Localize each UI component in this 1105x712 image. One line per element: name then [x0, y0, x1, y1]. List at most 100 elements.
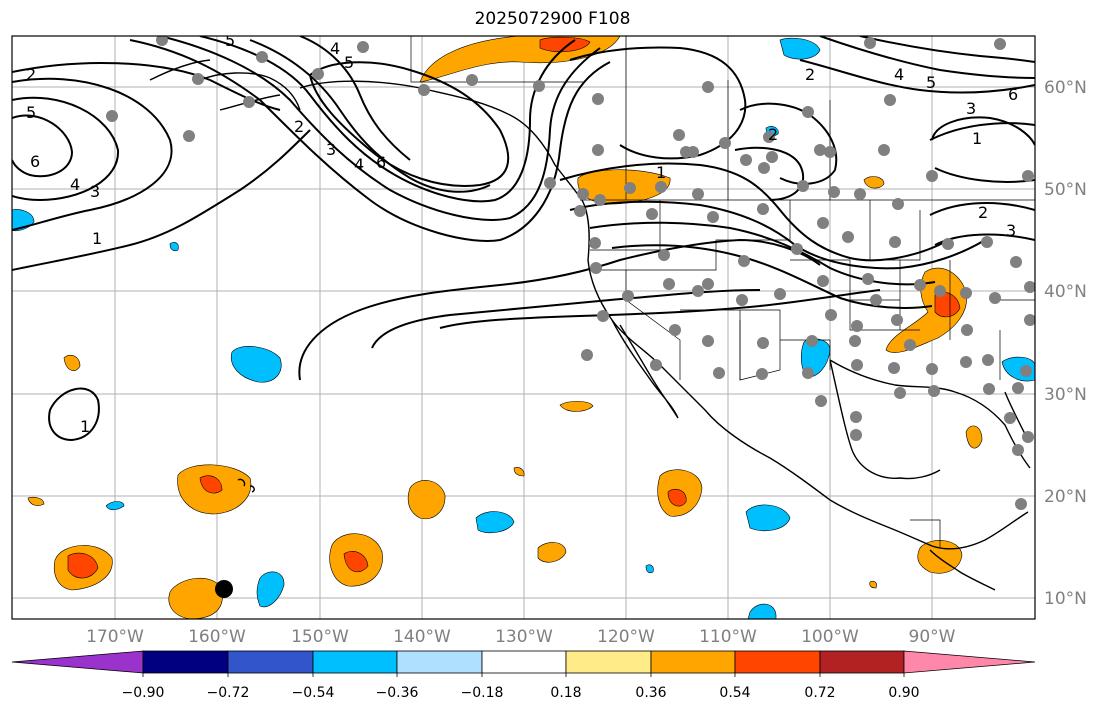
- contour-label: 3: [966, 99, 976, 118]
- contour-5: [299, 36, 411, 161]
- colorbar-seg: [819, 650, 905, 674]
- shade-blue-6: [779, 37, 821, 60]
- contour-north-2: [819, 36, 1035, 79]
- contour-trough-1: [308, 61, 510, 187]
- contour-4: [249, 39, 491, 193]
- colorbar-label: 0.90: [888, 685, 919, 701]
- contour-east-4: [611, 244, 933, 309]
- contour-ne-3: [929, 202, 1035, 216]
- contour-label: 1: [80, 417, 90, 436]
- contour-label: 1: [92, 229, 102, 248]
- contour-label: 4: [894, 65, 904, 84]
- colorbar-seg: [903, 650, 1036, 674]
- shade-red-c3: [667, 489, 687, 507]
- lon-label: 110°W: [699, 627, 757, 647]
- contour-1-pacific-loop: [48, 387, 100, 442]
- contour-labels: 2 5 6 4 3 1 5 4 5 2 3 4 6 1 2 2 4 5 3 6: [26, 31, 1018, 436]
- colorbar-labels: −0.90 −0.72 −0.54 −0.36 −0.18 0.18 0.36 …: [122, 685, 920, 701]
- shade-red-sw1: [67, 552, 99, 579]
- contour-ridge-2: [159, 36, 601, 221]
- lat-label: 20°N: [1044, 487, 1087, 507]
- map-frame: [11, 35, 1036, 620]
- contour-label: 5: [26, 103, 36, 122]
- coast-gulf: [829, 359, 1031, 480]
- colorbar-label: 0.54: [719, 685, 750, 701]
- contour-east-1: [559, 162, 946, 262]
- colorbar-seg: [650, 650, 736, 674]
- shade-blue-2: [475, 511, 515, 534]
- lon-label: 170°W: [86, 627, 144, 647]
- colorbar-label: 0.18: [550, 685, 581, 701]
- shade-blue-13: [645, 564, 654, 574]
- contour-label: 6: [30, 152, 40, 171]
- contour-label: 3: [326, 140, 336, 159]
- contour-1-ne: [931, 116, 1035, 146]
- lon-label: 100°W: [801, 627, 859, 647]
- colorbar-label: −0.72: [207, 685, 250, 701]
- contour-label: 4: [330, 39, 340, 58]
- political-boundaries: [410, 36, 1035, 548]
- contour-label: 2: [294, 117, 304, 136]
- lon-label: 90°W: [909, 627, 956, 647]
- lat-label: 10°N: [1044, 589, 1087, 609]
- colorbar-ticks: [142, 673, 905, 677]
- shade-orange-sw2: [168, 577, 223, 619]
- colorbar-seg: [11, 650, 144, 674]
- contour-label: 4: [354, 155, 364, 174]
- shade-orange-mn: [863, 176, 885, 189]
- coast-north-america-west: [299, 80, 1029, 550]
- contour-label: 5: [926, 73, 936, 92]
- contour-ne-1: [929, 122, 1035, 141]
- contour-canada-1: [569, 46, 747, 160]
- colorbar: [11, 650, 1036, 674]
- lon-label: 160°W: [188, 627, 246, 647]
- location-marker: [215, 580, 233, 598]
- contour-north-1: [799, 59, 1035, 94]
- lat-label: 40°N: [1044, 282, 1087, 302]
- lon-label: 140°W: [393, 627, 451, 647]
- contour-label: 1: [972, 129, 982, 148]
- shade-blue-11: [105, 501, 125, 511]
- colorbar-seg: [734, 650, 821, 674]
- colorbar-label: 0.72: [804, 685, 835, 701]
- shade-orange-c4: [537, 542, 567, 563]
- shade-red-alaska: [539, 36, 591, 53]
- shade-orange-c2: [407, 480, 446, 520]
- shade-blue-10: [169, 241, 179, 252]
- shade-blue-7: [747, 603, 777, 619]
- colorbar-seg: [396, 650, 483, 674]
- contour-label: 2: [805, 65, 815, 84]
- contour-label: 3: [90, 182, 100, 201]
- contour-kansas-loop: [734, 146, 805, 201]
- coast-central-america: [929, 549, 996, 591]
- colorbar-seg: [565, 650, 652, 674]
- shade-orange-c8: [965, 425, 983, 449]
- coast-baja: [611, 319, 679, 419]
- shaded-anomalies: [12, 36, 1035, 619]
- colorbar-seg: [227, 650, 314, 674]
- shade-blue-5: [256, 571, 285, 608]
- contour-trough-low: [298, 238, 821, 381]
- contour-canada-2: [739, 102, 838, 185]
- coast-hawaii: [237, 478, 255, 493]
- lat-label: 50°N: [1044, 180, 1087, 200]
- contour-label: 5: [225, 31, 235, 50]
- contour-ridge-3: [199, 36, 576, 203]
- map-panel: 2 5 6 4 3 1 5 4 5 2 3 4 6 1 2 2 4 5 3 6: [11, 31, 1036, 620]
- contour-trough-3: [439, 289, 881, 329]
- coastlines: [149, 59, 1031, 591]
- shade-orange-c9: [27, 496, 45, 506]
- shade-blue-1: [230, 346, 282, 383]
- lat-label: 60°N: [1044, 78, 1087, 98]
- lat-label: 30°N: [1044, 385, 1087, 405]
- latitude-axis: 60°N 50°N 40°N 30°N 20°N 10°N: [1044, 78, 1087, 609]
- contour-label: 6: [1008, 85, 1018, 104]
- colorbar-label: −0.90: [122, 685, 165, 701]
- colorbar-label: −0.18: [461, 685, 504, 701]
- contour-ridge-1: [129, 39, 611, 242]
- contour-trough-2: [371, 289, 761, 349]
- contour-6-west: [12, 114, 74, 178]
- colorbar-seg: [312, 650, 398, 674]
- lon-label: 120°W: [597, 627, 655, 647]
- lon-label: 130°W: [495, 627, 553, 647]
